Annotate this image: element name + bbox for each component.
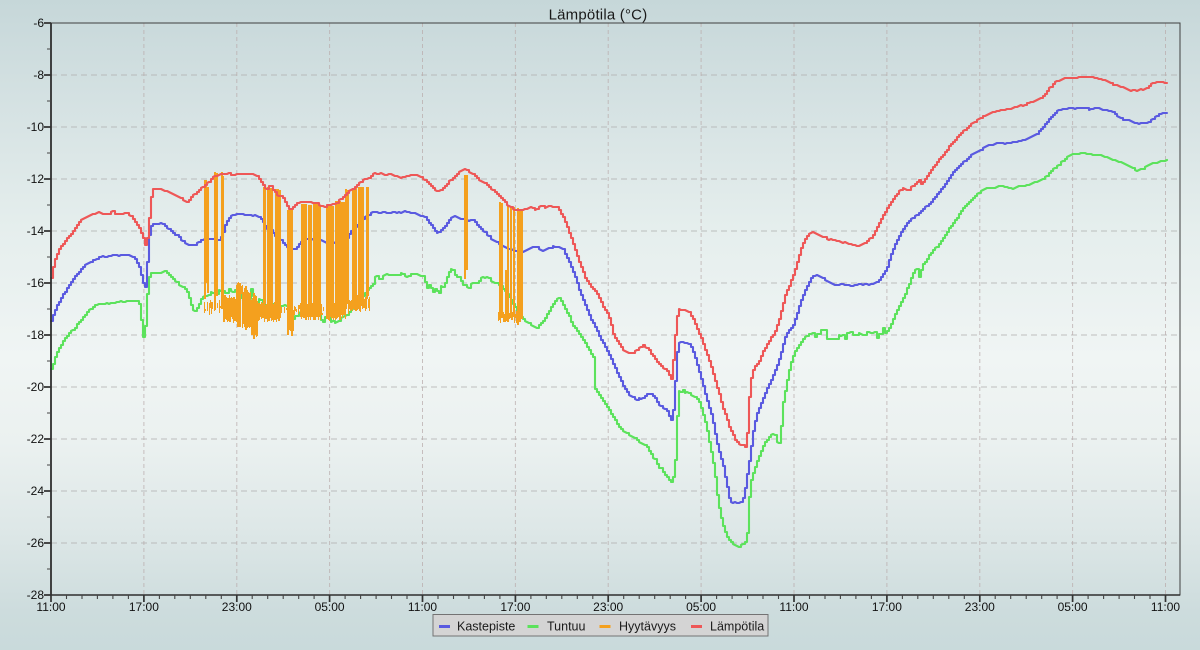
svg-text:-22: -22 [27, 432, 45, 446]
svg-text:Hyytävyys: Hyytävyys [619, 620, 676, 634]
svg-text:Lämpötila (°C): Lämpötila (°C) [549, 7, 648, 24]
svg-text:05:00: 05:00 [686, 600, 716, 614]
svg-text:-26: -26 [27, 536, 45, 550]
svg-text:-10: -10 [27, 120, 45, 134]
svg-text:-8: -8 [33, 68, 44, 82]
svg-text:11:00: 11:00 [408, 600, 437, 614]
svg-text:-18: -18 [27, 328, 45, 342]
svg-text:-16: -16 [27, 276, 45, 290]
svg-text:23:00: 23:00 [222, 600, 252, 614]
svg-text:23:00: 23:00 [965, 600, 995, 614]
svg-text:-12: -12 [27, 172, 45, 186]
svg-text:Kastepiste: Kastepiste [457, 620, 515, 634]
svg-text:-24: -24 [27, 484, 45, 498]
svg-text:05:00: 05:00 [315, 600, 345, 614]
svg-text:17:00: 17:00 [500, 600, 530, 614]
svg-text:17:00: 17:00 [872, 600, 902, 614]
svg-text:23:00: 23:00 [593, 600, 623, 614]
svg-text:-28: -28 [27, 588, 45, 602]
svg-text:11:00: 11:00 [779, 600, 808, 614]
svg-text:-14: -14 [27, 224, 45, 238]
svg-text:Lämpötila: Lämpötila [710, 620, 764, 634]
svg-text:17:00: 17:00 [129, 600, 159, 614]
svg-text:Tuntuu: Tuntuu [547, 620, 586, 634]
svg-text:-6: -6 [33, 16, 44, 30]
svg-text:11:00: 11:00 [36, 600, 65, 614]
svg-text:-20: -20 [27, 380, 45, 394]
svg-text:11:00: 11:00 [1151, 600, 1180, 614]
svg-text:05:00: 05:00 [1058, 600, 1088, 614]
